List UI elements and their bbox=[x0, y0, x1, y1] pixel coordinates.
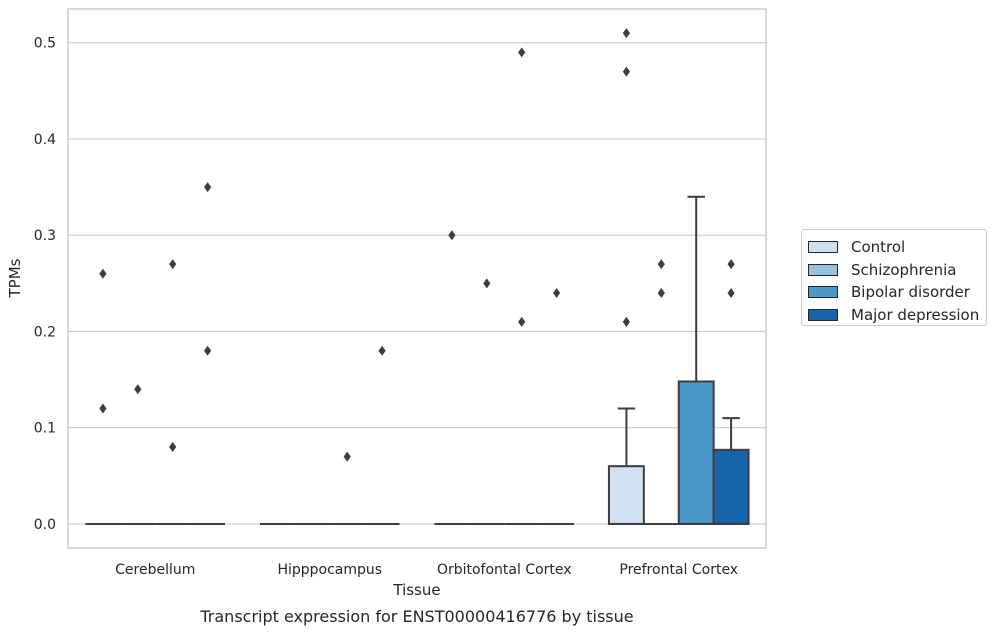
y-tick-labels: 0.0 0.1 0.2 0.3 0.4 0.5 bbox=[34, 36, 56, 533]
outlier-point bbox=[553, 287, 561, 298]
outlier-point bbox=[622, 316, 630, 327]
outlier-point bbox=[99, 268, 107, 279]
y-tick-label: 0.4 bbox=[34, 132, 56, 148]
outlier-point bbox=[518, 47, 526, 58]
outlier-point bbox=[448, 230, 456, 241]
legend-swatch-control bbox=[808, 241, 838, 254]
outlier-point bbox=[99, 403, 107, 414]
y-tick-label: 0.1 bbox=[34, 421, 56, 437]
box bbox=[712, 448, 750, 525]
legend-swatch-bipolar-disorder bbox=[808, 286, 838, 299]
box-group bbox=[677, 195, 715, 525]
chart-title: Transcript expression for ENST0000041677… bbox=[199, 607, 633, 626]
box-group bbox=[120, 384, 156, 525]
legend-label-bipolar-disorder: Bipolar disorder bbox=[851, 283, 970, 302]
box-group bbox=[539, 287, 575, 525]
x-tick-label: Orbitofontal Cortex bbox=[437, 562, 572, 578]
plot-frame bbox=[67, 8, 767, 549]
box-group bbox=[329, 451, 365, 525]
outlier-point bbox=[204, 345, 212, 356]
x-tick-label: Cerebellum bbox=[115, 562, 195, 578]
outlier-point bbox=[622, 28, 630, 39]
box bbox=[677, 380, 715, 525]
outlier-point bbox=[378, 345, 386, 356]
box-group bbox=[643, 259, 679, 525]
legend-label-major-depression: Major depression bbox=[851, 305, 980, 324]
x-tick-label: Hipppocampus bbox=[277, 562, 382, 578]
y-axis-label: TPMs bbox=[6, 258, 24, 298]
x-tick-label: Prefrontal Cortex bbox=[619, 562, 738, 578]
box-group bbox=[607, 28, 645, 525]
box bbox=[607, 465, 645, 525]
y-tick-label: 0.5 bbox=[34, 36, 56, 52]
legend: Control Schizophrenia Bipolar disorder M… bbox=[801, 229, 987, 326]
outlier-point bbox=[657, 259, 665, 270]
outlier-point bbox=[169, 441, 177, 452]
legend-swatch-schizophrenia bbox=[808, 263, 838, 276]
legend-item-schizophrenia: Schizophrenia bbox=[808, 259, 986, 282]
x-tick-labels: Cerebellum Hipppocampus Orbitofontal Corte… bbox=[115, 562, 738, 578]
outlier-point bbox=[727, 287, 735, 298]
y-tick-label: 0.2 bbox=[34, 324, 56, 340]
plot-marks bbox=[85, 28, 750, 525]
box-group bbox=[155, 259, 191, 525]
outlier-point bbox=[727, 259, 735, 270]
box-group bbox=[85, 268, 121, 525]
outlier-point bbox=[134, 384, 142, 395]
outlier-point bbox=[204, 182, 212, 193]
legend-swatch-major-depression bbox=[808, 308, 838, 321]
y-tick-label: 0.3 bbox=[34, 228, 56, 244]
outlier-point bbox=[343, 451, 351, 462]
outlier-point bbox=[622, 66, 630, 77]
y-tick-label: 0.0 bbox=[34, 517, 56, 533]
x-axis-label: Tissue bbox=[392, 581, 440, 599]
legend-item-control: Control bbox=[808, 236, 986, 259]
outlier-point bbox=[169, 259, 177, 270]
box-group bbox=[504, 47, 540, 525]
outlier-point bbox=[657, 287, 665, 298]
box-group bbox=[712, 259, 750, 525]
box-group bbox=[364, 345, 400, 525]
outlier-point bbox=[518, 316, 526, 327]
outlier-point bbox=[483, 278, 491, 289]
box-group bbox=[469, 278, 505, 525]
legend-label-schizophrenia: Schizophrenia bbox=[851, 260, 957, 279]
legend-item-bipolar-disorder: Bipolar disorder bbox=[808, 281, 986, 304]
legend-label-control: Control bbox=[851, 238, 906, 257]
legend-item-major-depression: Major depression bbox=[808, 304, 986, 327]
box-group bbox=[434, 230, 470, 525]
box-group bbox=[190, 182, 226, 525]
